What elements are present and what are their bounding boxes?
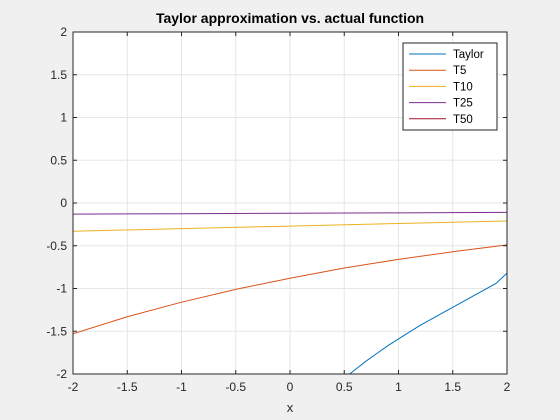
series-line-taylor	[349, 272, 507, 374]
legend-label-t5: T5	[453, 65, 466, 77]
y-tick-label: 0	[60, 196, 67, 210]
x-tick-label: 1.5	[444, 380, 461, 394]
x-tick-label: 2	[504, 380, 511, 394]
x-tick-label: 0.5	[336, 380, 353, 394]
x-tick-label: 0	[287, 380, 294, 394]
x-tick-label: 1	[395, 380, 402, 394]
x-tick-label: -1	[176, 380, 187, 394]
series-line-t10	[73, 220, 507, 232]
ticks: -2 -1.5 -1 -0.5 0 0.5 1 1.5 2 -2 -1.5 -1 -0.5 0 0.5 1 1.…	[46, 25, 510, 394]
y-tick-label: -1.5	[46, 324, 67, 338]
legend-label-t10: T10	[453, 81, 473, 93]
legend-label-t50: T50	[453, 114, 473, 126]
grid	[73, 32, 507, 374]
y-tick-label: 1	[60, 111, 67, 125]
y-tick-label: -0.5	[46, 239, 67, 253]
legend-label-taylor: Taylor	[453, 49, 484, 61]
y-tick-label: 0.5	[50, 153, 67, 167]
series-layer	[73, 211, 507, 374]
series-line-t25	[73, 211, 507, 215]
x-axis-label: x	[287, 400, 294, 415]
y-tick-label: 1.5	[50, 68, 67, 82]
legend-label-t25: T25	[453, 98, 473, 110]
series-line-t5	[73, 244, 507, 335]
x-tick-label: -0.5	[225, 380, 246, 394]
y-tick-label: -1	[56, 282, 67, 296]
legend[interactable]: Taylor T5 T10 T25 T50	[402, 42, 498, 131]
chart-title: Taylor approximation vs. actual function	[156, 10, 424, 26]
y-tick-label: 2	[60, 25, 67, 39]
x-tick-label: -1.5	[117, 380, 138, 394]
x-tick-label: -2	[68, 380, 79, 394]
y-tick-label: -2	[56, 367, 67, 381]
